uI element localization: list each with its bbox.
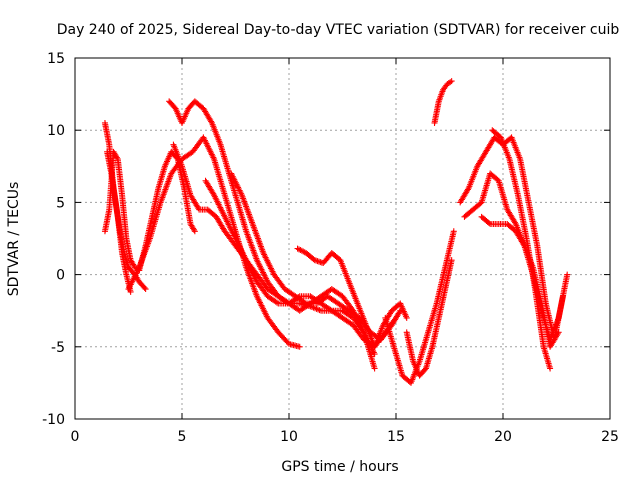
data-point [448, 78, 455, 85]
data-point [273, 299, 280, 306]
series-track-13 [431, 78, 455, 126]
data-point [294, 245, 301, 252]
grid [75, 58, 610, 419]
series-track-7 [170, 141, 378, 372]
y-tick-label: 10 [47, 123, 65, 139]
series-track-3 [101, 148, 143, 274]
data-point [300, 248, 307, 255]
series-track-2 [104, 148, 149, 293]
series-track-11 [382, 228, 457, 386]
y-axis-label: SDTVAR / TECUs [6, 182, 22, 297]
x-tick-label: 0 [71, 429, 80, 445]
plot-frame [74, 57, 611, 420]
x-tick-label: 20 [494, 429, 512, 445]
data-point [371, 365, 378, 372]
series-track-10 [294, 245, 410, 350]
x-tick-label: 5 [178, 429, 187, 445]
y-tick-label: -5 [51, 340, 65, 356]
data-point [547, 365, 554, 372]
y-tick-label: 15 [47, 51, 65, 67]
data-point [396, 309, 403, 316]
data-point [295, 246, 302, 253]
data-point [485, 220, 492, 227]
x-tick-label: 10 [280, 429, 298, 445]
data-point [190, 226, 197, 233]
data-point [195, 205, 202, 212]
y-tick-label: 0 [56, 268, 65, 284]
data-point [301, 299, 308, 306]
data-point [464, 186, 471, 193]
x-tick-label: 15 [387, 429, 405, 445]
data-point [403, 314, 410, 321]
data-point [141, 284, 148, 291]
x-axis-label: GPS time / hours [281, 459, 398, 475]
data-point [371, 351, 378, 358]
series-track-17 [489, 127, 554, 372]
data-point [450, 228, 457, 235]
series-track-8 [202, 177, 399, 350]
data-point [142, 286, 149, 293]
chart-title: Day 240 of 2025, Sidereal Day-to-day VTE… [57, 22, 620, 38]
series-track-12 [403, 257, 455, 379]
data-point [447, 79, 454, 86]
x-tick-label: 25 [601, 429, 619, 445]
data-point [208, 118, 215, 125]
data-point [298, 247, 305, 254]
y-tick-label: 5 [56, 195, 65, 211]
data-point [191, 228, 198, 235]
y-tick-label: -10 [42, 412, 65, 428]
data-point [113, 154, 120, 161]
data-point [448, 257, 455, 264]
series-track-5 [125, 134, 303, 350]
data-point [296, 343, 303, 350]
data-point [297, 247, 304, 254]
data-series [101, 78, 571, 386]
data-point [564, 271, 571, 278]
data-point [554, 330, 561, 337]
series-track-6 [166, 98, 378, 358]
series-track-9 [228, 170, 404, 343]
data-point [511, 219, 518, 226]
data-point [555, 329, 562, 336]
